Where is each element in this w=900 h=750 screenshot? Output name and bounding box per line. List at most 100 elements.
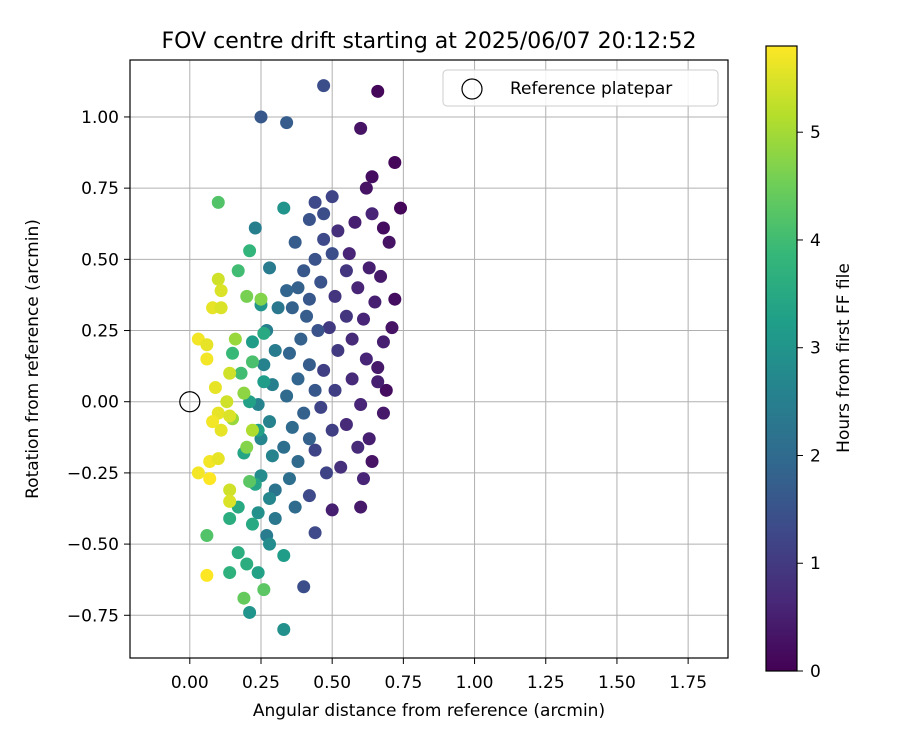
scatter-point [351, 281, 365, 295]
scatter-point [268, 511, 282, 525]
scatter-point [371, 361, 385, 375]
scatter-point [294, 332, 308, 346]
scatter-point [388, 156, 402, 170]
colorbar-label: Hours from first FF file [834, 263, 854, 453]
scatter-point [211, 195, 225, 209]
scatter-point [302, 292, 316, 306]
scatter-point [248, 221, 262, 235]
scatter-point [254, 110, 268, 124]
scatter-point [297, 580, 311, 594]
scatter-point [308, 383, 322, 397]
scatter-point [308, 252, 322, 266]
colorbar-ticks: 0 1 2 3 4 5 [797, 123, 821, 682]
scatter-point [237, 386, 251, 400]
scatter-point [243, 474, 257, 488]
scatter-point [291, 281, 305, 295]
scatter-point [382, 235, 396, 249]
scatter-point [317, 232, 331, 246]
scatter-point [308, 443, 322, 457]
scatter-point [374, 269, 388, 283]
x-axis-label: Angular distance from reference (arcmin) [253, 701, 605, 721]
scatter-point [280, 389, 294, 403]
scatter-point [354, 500, 368, 514]
y-axis-ticks: −0.75 −0.50 −0.25 0.00 0.25 0.50 0.75 1.00 [67, 108, 130, 626]
y-tick-label: 0.25 [81, 322, 119, 342]
scatter-point [362, 261, 376, 275]
scatter-point [282, 346, 296, 360]
scatter-point [388, 292, 402, 306]
scatter-point [200, 529, 214, 543]
scatter-point [359, 352, 373, 366]
y-tick-label: −0.50 [67, 535, 119, 555]
scatter-point [271, 301, 285, 315]
scatter-point [245, 423, 259, 437]
scatter-point [208, 380, 222, 394]
scatter-point [348, 215, 362, 229]
scatter-point [302, 212, 316, 226]
scatter-point [257, 583, 271, 597]
scatter-point [240, 289, 254, 303]
scatter-point [254, 292, 268, 306]
scatter-point [263, 415, 277, 429]
x-tick-label: 0.25 [242, 673, 280, 693]
scatter-point [339, 264, 353, 278]
scatter-point [317, 79, 331, 93]
scatter-point [285, 420, 299, 434]
scatter-point [302, 489, 316, 503]
scatter-point [265, 449, 279, 463]
scatter-point [357, 472, 371, 486]
scatter-point [300, 309, 314, 323]
colorbar-frame [765, 45, 798, 672]
colorbar-tick-label: 1 [810, 554, 821, 574]
scatter-point [376, 335, 390, 349]
colorbar: 0 1 2 3 4 5 Hours from first FF file [765, 45, 854, 682]
scatter-point [319, 466, 333, 480]
colorbar-tick-label: 2 [810, 446, 821, 466]
scatter-point [220, 395, 234, 409]
scatter-point [314, 400, 328, 414]
scatter-point [263, 537, 277, 551]
scatter-point [223, 566, 237, 580]
scatter-point [214, 423, 228, 437]
scatter-point [203, 472, 217, 486]
scatter-point [379, 383, 393, 397]
scatter-point [325, 190, 339, 204]
plot-background [130, 60, 728, 658]
grid [130, 60, 728, 658]
x-tick-label: 1.00 [456, 673, 494, 693]
scatter-point [251, 506, 265, 520]
scatter-point [354, 121, 368, 135]
colorbar-tick-label: 3 [810, 339, 821, 359]
scatter-point [280, 116, 294, 130]
scatter-point [240, 440, 254, 454]
scatter-point [339, 309, 353, 323]
scatter-point [251, 566, 265, 580]
colorbar-tick-label: 0 [810, 662, 821, 682]
scatter-point [308, 526, 322, 540]
scatter-point [334, 460, 348, 474]
scatter-points [191, 79, 408, 637]
scatter-point [291, 455, 305, 469]
colorbar-tick-label: 5 [810, 123, 821, 143]
scatter-point [311, 324, 325, 338]
scatter-point [191, 466, 205, 480]
plot-frame [129, 59, 729, 659]
scatter-point [314, 275, 328, 289]
y-axis-label: Rotation from reference (arcmin) [23, 219, 43, 499]
y-tick-label: 0.50 [81, 250, 119, 270]
scatter-point [228, 332, 242, 346]
legend-entry-reference-platepar: Reference platepar [510, 79, 672, 99]
scatter-point [268, 343, 282, 357]
scatter-point [359, 181, 373, 195]
legend-box [442, 69, 719, 107]
x-tick-label: 1.75 [669, 673, 707, 693]
scatter-point [200, 352, 214, 366]
colorbar-gradient [766, 46, 797, 671]
scatter-point [385, 321, 399, 335]
scatter-point [328, 383, 342, 397]
x-tick-label: 1.25 [527, 673, 565, 693]
scatter-point [297, 406, 311, 420]
scatter-point [325, 423, 339, 437]
scatter-point [342, 247, 356, 261]
reference-platepar-marker [179, 391, 201, 413]
